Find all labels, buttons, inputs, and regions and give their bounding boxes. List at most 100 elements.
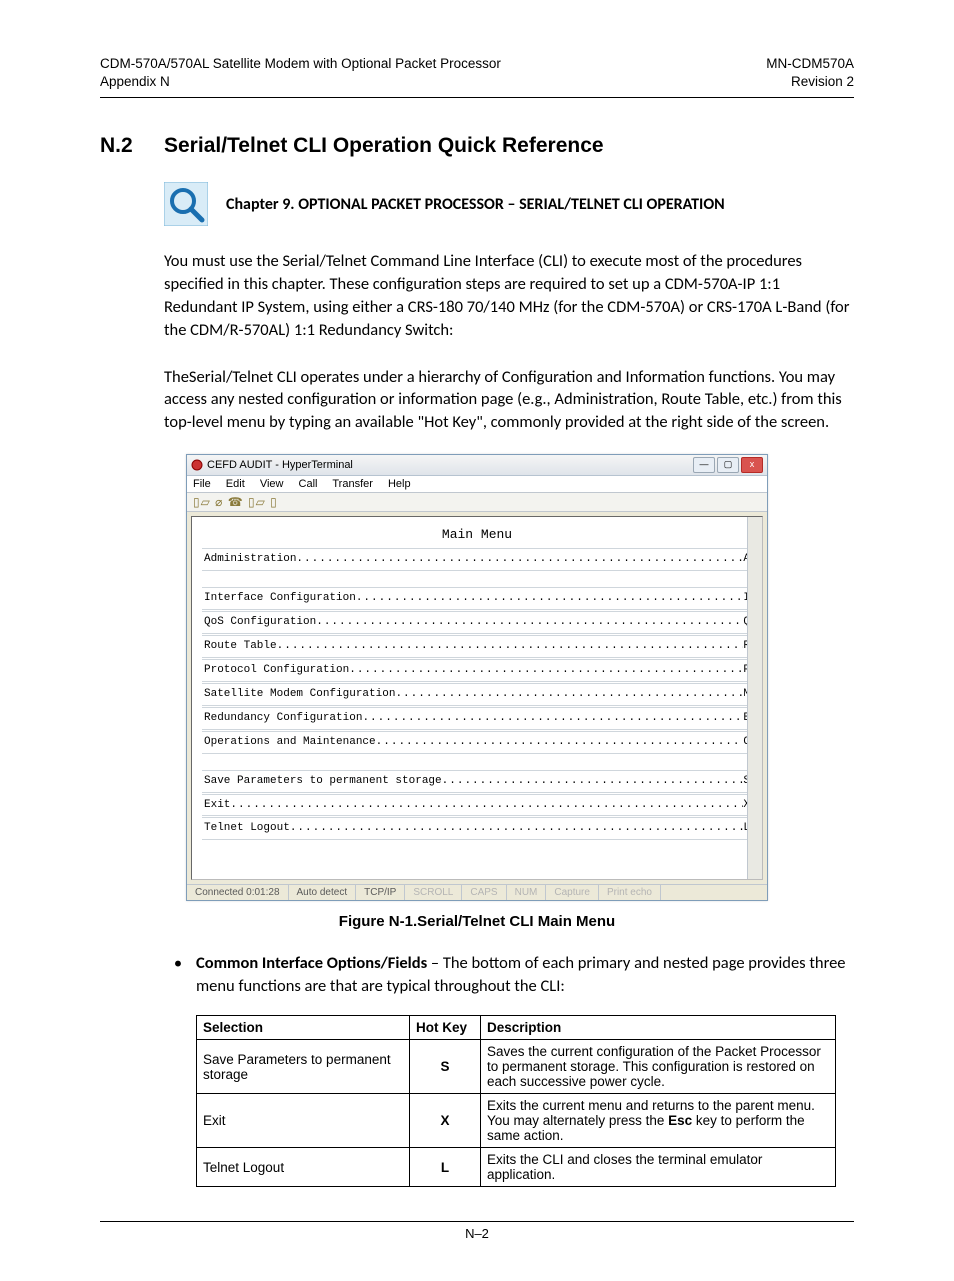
terminal-pane[interactable]: Main Menu Administration................… <box>191 516 763 880</box>
window-title: CEFD AUDIT - HyperTerminal <box>207 459 353 471</box>
magnifier-icon <box>164 182 208 226</box>
status-caps: CAPS <box>462 885 506 900</box>
menu-file[interactable]: File <box>193 478 211 490</box>
status-proto: TCP/IP <box>356 885 405 900</box>
terminal-menu-item: Protocol Configuration..................… <box>202 659 752 682</box>
terminal-item-label: Protocol Configuration <box>204 660 349 681</box>
terminal-menu-item: Satellite Modem Configuration...........… <box>202 683 752 706</box>
terminal-item-label: QoS Configuration <box>204 612 316 633</box>
status-num: NUM <box>507 885 547 900</box>
main-menu-label: Main Menu <box>202 523 752 548</box>
menu-view[interactable]: View <box>260 478 284 490</box>
terminal-item-label: Redundancy Configuration <box>204 708 362 729</box>
close-button[interactable]: x <box>741 457 763 473</box>
cell-description: Exits the current menu and returns to th… <box>481 1094 836 1148</box>
status-connected: Connected 0:01:28 <box>187 885 289 900</box>
status-detect: Auto detect <box>289 885 357 900</box>
col-hotkey: Hot Key <box>410 1016 481 1040</box>
terminal-item-dots: ........................................… <box>349 660 743 681</box>
cell-selection: Exit <box>197 1094 410 1148</box>
terminal-menu-item: Redundancy Configuration................… <box>202 707 752 730</box>
figure-caption: Figure N-1.Serial/Telnet CLI Main Menu <box>100 913 854 930</box>
window-toolbar: ▯▱ ⌀ ☎ ▯▱ ▯ <box>187 493 767 512</box>
status-scroll: SCROLL <box>405 885 462 900</box>
footer-rule <box>100 1221 854 1222</box>
terminal-scrollbar[interactable] <box>747 517 762 879</box>
terminal-gap <box>202 572 752 586</box>
terminal-item-label: Save Parameters to permanent storage <box>204 771 442 792</box>
table-row: Save Parameters to permanent storageSSav… <box>197 1040 836 1094</box>
terminal-menu-item: Exit....................................… <box>202 794 752 817</box>
window-statusbar: Connected 0:01:28 Auto detect TCP/IP SCR… <box>187 884 767 900</box>
cell-selection: Save Parameters to permanent storage <box>197 1040 410 1094</box>
cell-selection: Telnet Logout <box>197 1148 410 1187</box>
terminal-item-label: Operations and Maintenance <box>204 732 376 753</box>
section-title: Serial/Telnet CLI Operation Quick Refere… <box>164 134 604 158</box>
terminal-menu-item: Interface Configuration.................… <box>202 587 752 610</box>
status-echo: Print echo <box>599 885 661 900</box>
page-number: N–2 <box>100 1226 854 1241</box>
terminal-item-dots: ........................................… <box>277 636 744 657</box>
col-description: Description <box>481 1016 836 1040</box>
maximize-button[interactable]: ▢ <box>717 457 739 473</box>
paragraph-2: TheSerial/Telnet CLI operates under a hi… <box>164 366 854 434</box>
menu-call[interactable]: Call <box>299 478 318 490</box>
section-heading: N.2 Serial/Telnet CLI Operation Quick Re… <box>100 134 854 158</box>
terminal-gap <box>202 755 752 769</box>
header-rule <box>100 97 854 98</box>
section-number: N.2 <box>100 134 164 158</box>
table-header-row: Selection Hot Key Description <box>197 1016 836 1040</box>
cell-description: Exits the CLI and closes the terminal em… <box>481 1148 836 1187</box>
terminal-menu-item: Operations and Maintenance..............… <box>202 731 752 754</box>
chapter-callout: Chapter 9. OPTIONAL PACKET PROCESSOR – S… <box>164 182 854 226</box>
app-icon <box>191 459 203 471</box>
header-left-line2: Appendix N <box>100 74 170 89</box>
terminal-item-label: Satellite Modem Configuration <box>204 684 395 705</box>
menu-edit[interactable]: Edit <box>226 478 245 490</box>
col-selection: Selection <box>197 1016 410 1040</box>
terminal-menu-item: Save Parameters to permanent storage....… <box>202 770 752 793</box>
terminal-item-label: Interface Configuration <box>204 588 356 609</box>
terminal-item-dots: ........................................… <box>395 684 743 705</box>
terminal-menu-item: QoS Configuration.......................… <box>202 611 752 634</box>
terminal-menu-item: Administration..........................… <box>202 548 752 571</box>
bullet-item: • Common Interface Options/Fields – The … <box>164 952 854 998</box>
terminal-item-label: Telnet Logout <box>204 818 290 839</box>
paragraph-1: You must use the Serial/Telnet Command L… <box>164 250 854 341</box>
hyperterminal-window: CEFD AUDIT - HyperTerminal — ▢ x File Ed… <box>186 454 768 901</box>
document-page: CDM-570A/570AL Satellite Modem with Opti… <box>0 0 954 1281</box>
terminal-item-dots: ........................................… <box>290 818 744 839</box>
page-header: CDM-570A/570AL Satellite Modem with Opti… <box>100 55 854 91</box>
status-capture: Capture <box>546 885 599 900</box>
minimize-button[interactable]: — <box>693 457 715 473</box>
terminal-item-label: Administration <box>204 549 296 570</box>
terminal-menu-item: Telnet Logout...........................… <box>202 817 752 840</box>
header-right-line1: MN-CDM570A <box>766 56 854 71</box>
terminal-item-dots: ........................................… <box>230 795 743 816</box>
terminal-item-label: Exit <box>204 795 230 816</box>
window-menubar: File Edit View Call Transfer Help <box>187 476 767 493</box>
table-row: ExitXExits the current menu and returns … <box>197 1094 836 1148</box>
terminal-item-dots: ........................................… <box>356 588 744 609</box>
cell-hotkey: L <box>410 1148 481 1187</box>
cell-hotkey: S <box>410 1040 481 1094</box>
terminal-item-dots: ........................................… <box>316 612 743 633</box>
terminal-item-dots: ........................................… <box>296 549 743 570</box>
header-left-line1: CDM-570A/570AL Satellite Modem with Opti… <box>100 56 501 71</box>
terminal-item-dots: ........................................… <box>442 771 744 792</box>
terminal-menu-item: Route Table.............................… <box>202 635 752 658</box>
chapter-title: Chapter 9. OPTIONAL PACKET PROCESSOR – S… <box>226 195 725 214</box>
cell-hotkey: X <box>410 1094 481 1148</box>
window-titlebar: CEFD AUDIT - HyperTerminal — ▢ x <box>187 455 767 476</box>
bullet-dot: • <box>164 952 192 998</box>
menu-help[interactable]: Help <box>388 478 411 490</box>
menu-transfer[interactable]: Transfer <box>332 478 373 490</box>
options-table: Selection Hot Key Description Save Param… <box>196 1015 836 1187</box>
terminal-item-dots: ........................................… <box>362 708 743 729</box>
header-right-line2: Revision 2 <box>791 74 854 89</box>
bullet-bold: Common Interface Options/Fields <box>196 953 427 973</box>
terminal-item-label: Route Table <box>204 636 277 657</box>
cell-description: Saves the current configuration of the P… <box>481 1040 836 1094</box>
terminal-item-dots: ........................................… <box>376 732 744 753</box>
table-row: Telnet LogoutLExits the CLI and closes t… <box>197 1148 836 1187</box>
